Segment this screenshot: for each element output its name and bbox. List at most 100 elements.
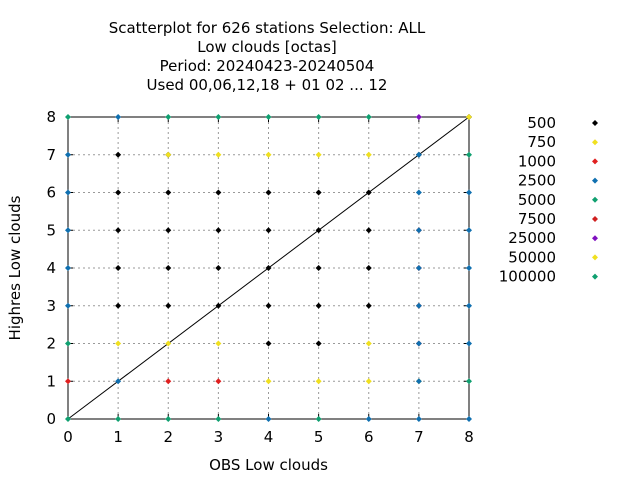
data-point-series-500	[365, 265, 372, 271]
legend-marker	[592, 158, 598, 165]
data-point-series-750	[365, 340, 372, 347]
data-point-series-500	[265, 227, 272, 234]
data-point-series-750	[165, 151, 172, 158]
y-tick-label: 6	[46, 184, 56, 202]
y-tick-label: 5	[46, 221, 56, 239]
data-point-series-2500	[65, 302, 71, 309]
x-tick-label: 0	[63, 428, 73, 446]
y-tick-label: 7	[46, 146, 56, 164]
data-point-series-2500	[65, 189, 71, 196]
legend-label: 25000	[508, 229, 556, 247]
y-tick-label: 2	[46, 335, 56, 353]
legend-marker	[592, 216, 598, 222]
data-point-series-5000	[165, 114, 172, 120]
legend-marker	[592, 235, 598, 242]
data-point-series-2500	[415, 416, 422, 422]
x-tick-label: 4	[264, 428, 274, 446]
data-point-series-750	[265, 378, 272, 385]
legend-label: 500	[527, 114, 556, 132]
title-line-2: Period: 20240423-20240504	[160, 57, 375, 75]
data-point-series-2500	[415, 189, 422, 196]
data-point-series-500	[265, 265, 272, 271]
legend-marker	[592, 139, 598, 146]
legend-label: 750	[527, 133, 556, 151]
data-point-series-2500	[365, 416, 372, 422]
data-point-series-750	[215, 340, 222, 347]
data-point-series-25000	[415, 114, 422, 120]
x-tick-label: 1	[113, 428, 123, 446]
chart-title: Scatterplot for 626 stations Selection: …	[109, 19, 426, 94]
data-point-series-2500	[415, 340, 422, 347]
data-point-series-5000	[265, 114, 272, 120]
y-tick-label: 3	[46, 297, 56, 315]
data-point-series-500	[315, 265, 322, 271]
data-point-series-1000	[215, 378, 222, 385]
data-point-series-500	[265, 340, 272, 347]
data-point-series-2500	[466, 189, 472, 196]
y-tick-label: 1	[46, 372, 56, 390]
y-tick-label: 4	[46, 259, 56, 277]
data-point-series-2500	[415, 151, 422, 158]
data-point-series-750	[315, 151, 322, 158]
data-point-series-5000	[165, 416, 172, 422]
data-point-series-5000	[65, 114, 71, 120]
data-point-series-1000	[65, 378, 71, 385]
legend-label: 7500	[518, 210, 556, 228]
data-point-series-5000	[466, 151, 472, 158]
data-point-series-2500	[415, 265, 422, 271]
legend-label: 100000	[499, 268, 556, 286]
x-tick-label: 3	[214, 428, 224, 446]
data-point-series-500	[115, 265, 122, 271]
data-point-series-500	[215, 227, 222, 234]
data-point-series-500	[115, 302, 122, 309]
data-point-series-500	[165, 265, 172, 271]
data-point-series-500	[215, 189, 222, 196]
data-point-series-500	[115, 189, 122, 196]
legend-marker	[592, 120, 598, 126]
data-point-series-500	[315, 227, 322, 234]
data-points	[65, 114, 472, 422]
data-point-series-750	[165, 340, 172, 347]
data-point-series-2500	[265, 416, 272, 422]
data-point-series-500	[315, 189, 322, 196]
data-point-series-750	[315, 378, 322, 385]
x-tick-label: 2	[163, 428, 173, 446]
data-point-series-2500	[415, 302, 422, 309]
data-point-series-2500	[415, 378, 422, 385]
title-line-1: Low clouds [octas]	[197, 38, 337, 56]
legend-label: 1000	[518, 152, 556, 170]
data-point-series-500	[265, 189, 272, 196]
data-point-series-5000	[215, 114, 222, 120]
data-point-series-2500	[466, 227, 472, 234]
data-point-series-2500	[466, 340, 472, 347]
data-point-series-500	[315, 340, 322, 347]
data-point-series-500	[265, 302, 272, 309]
x-tick-label: 8	[464, 428, 474, 446]
data-point-series-5000	[315, 114, 322, 120]
data-point-series-5000	[365, 114, 372, 120]
data-point-series-750	[365, 378, 372, 385]
data-point-series-500	[165, 189, 172, 196]
data-point-series-2500	[466, 265, 472, 271]
data-point-series-2500	[415, 227, 422, 234]
y-tick-label: 8	[46, 108, 56, 126]
data-point-series-50000	[466, 114, 472, 120]
data-point-series-2500	[65, 227, 71, 234]
data-point-series-2500	[65, 265, 71, 271]
data-point-series-5000	[315, 416, 322, 422]
legend-label: 5000	[518, 191, 556, 209]
data-point-series-750	[265, 151, 272, 158]
data-point-series-5000	[115, 416, 122, 422]
legend-marker	[592, 254, 598, 261]
data-point-series-750	[215, 151, 222, 158]
legend-marker	[592, 177, 598, 184]
x-tick-label: 5	[314, 428, 324, 446]
data-point-series-2500	[115, 114, 122, 120]
data-point-series-500	[115, 151, 122, 158]
data-point-series-500	[315, 302, 322, 309]
data-point-series-1000	[165, 378, 172, 385]
data-point-series-2500	[466, 302, 472, 309]
data-point-series-750	[115, 340, 122, 347]
data-point-series-2500	[65, 151, 71, 158]
